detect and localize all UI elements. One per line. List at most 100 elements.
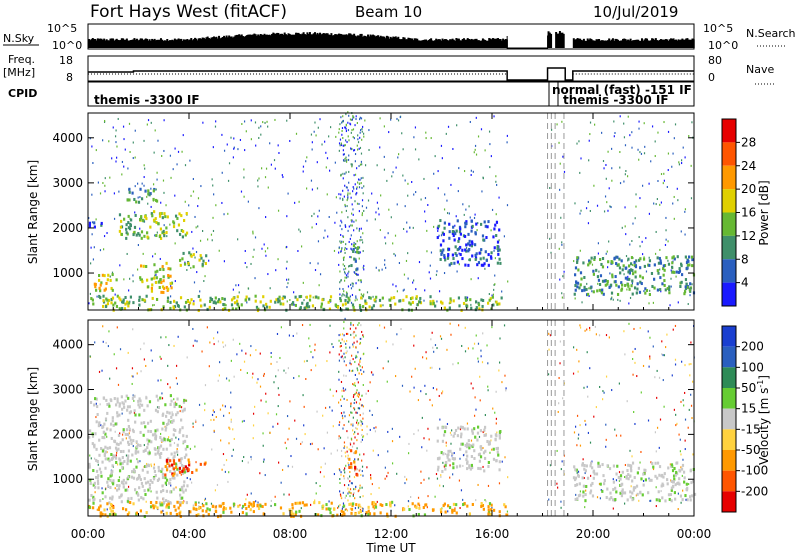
velocity-echo — [90, 493, 93, 497]
velocity-echo — [89, 400, 93, 404]
velocity-echo — [673, 466, 676, 470]
nsky-bar — [585, 40, 588, 48]
power-speckle — [181, 150, 183, 153]
velocity-speckle — [352, 358, 354, 361]
velocity-echo — [356, 473, 359, 477]
velocity-echo — [608, 497, 611, 501]
velocity-speckle — [362, 495, 364, 498]
velocity-speckle — [165, 484, 168, 487]
velocity-echo — [108, 513, 112, 517]
velocity-speckle — [578, 360, 580, 363]
power-echo — [152, 197, 155, 201]
velocity-echo — [669, 493, 673, 497]
nsky-bar — [204, 38, 207, 48]
velocity-speckle — [451, 429, 453, 432]
velocity-speckle — [150, 465, 153, 468]
power-speckle — [352, 136, 354, 139]
power-speckle — [362, 250, 364, 253]
power-echo — [474, 231, 477, 235]
velocity-echo — [154, 429, 157, 433]
nsky-bar — [363, 35, 366, 48]
power-echo — [275, 298, 278, 302]
cpid-mode-1: themis -3300 IF — [94, 93, 200, 107]
velocity-echo — [574, 497, 577, 501]
nave-label: Nave — [746, 63, 774, 76]
velocity-echo — [146, 446, 149, 450]
power-speckle — [434, 155, 436, 158]
velocity-speckle — [359, 420, 361, 423]
nsky-bar — [206, 36, 209, 48]
velocity-speckle — [605, 445, 607, 448]
velocity-colorbar-tick-label: -50 — [741, 443, 761, 457]
velocity-echo — [481, 503, 485, 507]
power-speckle — [587, 200, 589, 203]
nsky-bar — [576, 38, 579, 48]
nsky-bar — [495, 38, 498, 48]
power-speckle — [609, 205, 611, 208]
power-speckle — [357, 134, 359, 137]
velocity-echo — [487, 465, 490, 469]
velocity-speckle — [470, 382, 472, 385]
power-speckle — [351, 282, 353, 285]
power-echo — [676, 255, 679, 259]
power-speckle — [334, 221, 336, 224]
velocity-speckle — [250, 458, 252, 461]
velocity-echo — [117, 479, 120, 483]
nsky-bar — [465, 39, 468, 48]
velocity-speckle — [358, 489, 360, 492]
nsky-bar — [687, 39, 690, 48]
power-echo — [151, 214, 154, 218]
nsky-bar — [354, 35, 357, 48]
power-speckle — [358, 147, 360, 150]
power-speckle — [670, 269, 672, 272]
velocity-speckle — [690, 363, 692, 366]
velocity-speckle — [675, 413, 677, 416]
nsky-bar — [313, 32, 316, 48]
power-echo — [256, 309, 260, 313]
velocity-echo — [350, 511, 353, 515]
velocity-speckle — [128, 432, 130, 435]
velocity-echo — [121, 401, 124, 405]
power-speckle — [134, 129, 136, 132]
velocity-speckle — [354, 360, 356, 363]
power-colorbar-tick-label: 8 — [741, 252, 749, 266]
velocity-echo — [116, 400, 119, 404]
power-echo — [294, 303, 297, 307]
velocity-speckle — [472, 347, 474, 350]
velocity-echo — [422, 506, 425, 510]
power-echo — [139, 217, 142, 221]
velocity-echo — [120, 395, 123, 399]
power-echo — [454, 252, 457, 256]
velocity-speckle — [338, 401, 340, 404]
velocity-speckle — [343, 374, 345, 377]
nsky-bar — [500, 40, 503, 48]
power-echo — [684, 255, 687, 259]
power-speckle — [154, 274, 156, 277]
velocity-speckle — [229, 427, 231, 430]
velocity-echo — [177, 506, 180, 510]
nsky-bar — [187, 40, 190, 48]
power-echo — [184, 300, 188, 304]
power-speckle — [354, 299, 356, 302]
power-speckle — [675, 275, 677, 278]
power-speckle — [357, 141, 360, 144]
velocity-speckle — [663, 354, 666, 357]
velocity-speckle — [375, 426, 377, 429]
power-speckle — [137, 182, 139, 185]
power-echo — [169, 267, 172, 271]
power-speckle — [142, 252, 144, 255]
velocity-speckle — [348, 484, 350, 487]
velocity-echo — [179, 488, 182, 492]
velocity-speckle — [347, 454, 349, 457]
power-echo — [662, 264, 665, 268]
velocity-speckle — [413, 386, 415, 389]
power-speckle — [341, 133, 343, 136]
velocity-echo — [592, 476, 595, 480]
power-speckle — [573, 260, 575, 263]
velocity-speckle — [602, 398, 604, 401]
velocity-echo — [144, 465, 147, 469]
power-speckle — [329, 126, 332, 129]
nsky-bar — [498, 39, 501, 48]
velocity-speckle — [116, 451, 118, 454]
nsky-bar — [387, 36, 390, 48]
